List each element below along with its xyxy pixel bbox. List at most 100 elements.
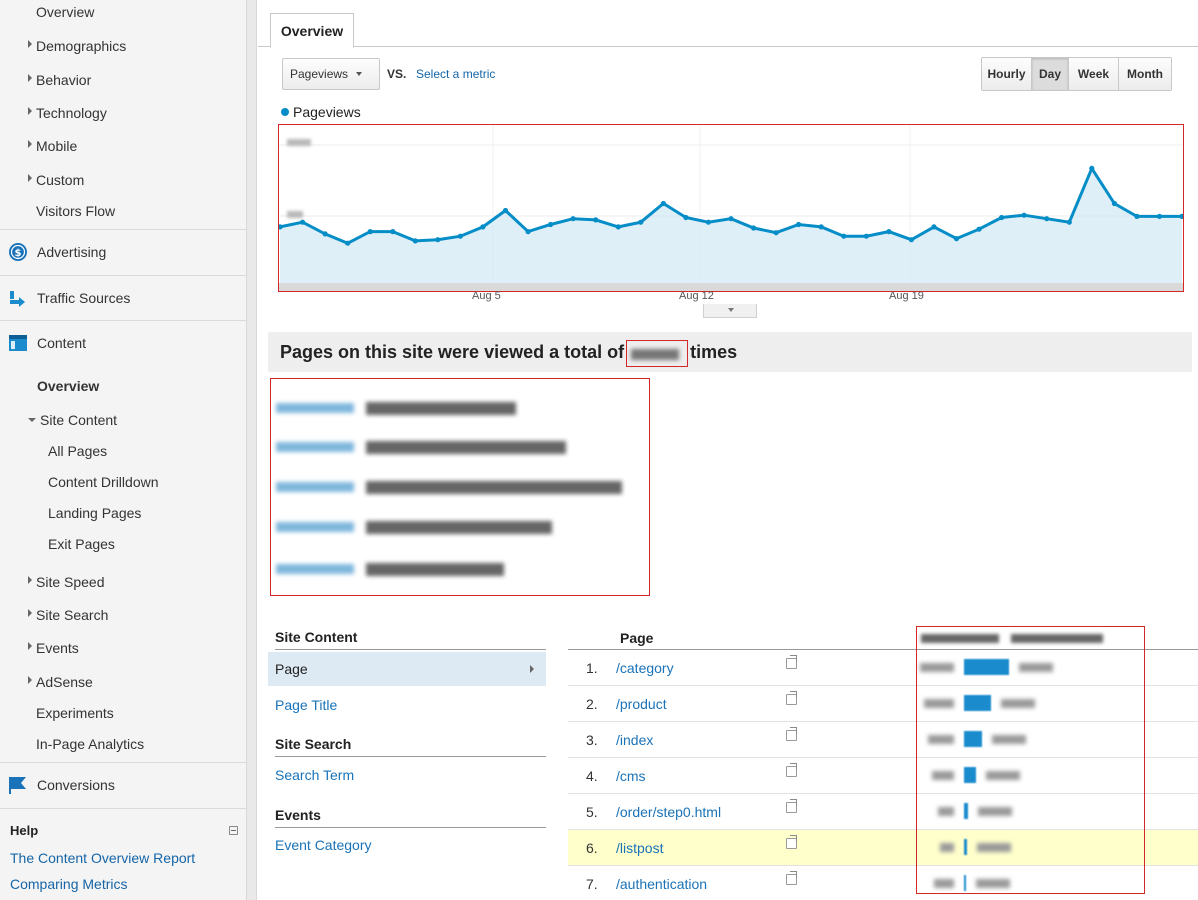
table-row[interactable]: 3. /index	[568, 722, 1198, 758]
sidebar-section-traffic-sources[interactable]: Traffic Sources	[0, 275, 246, 320]
metric-row-avg-time[interactable]	[271, 478, 649, 498]
sidebar-item-technology[interactable]: Technology	[28, 105, 107, 121]
table-row[interactable]: 1. /category	[568, 650, 1198, 686]
data-point[interactable]	[1156, 213, 1163, 219]
sidebar-divider[interactable]	[246, 0, 257, 900]
sidebar-item-landing-pages[interactable]: Landing Pages	[48, 505, 141, 521]
sidebar-item-visitors-flow[interactable]: Visitors Flow	[36, 203, 115, 219]
data-point[interactable]	[841, 233, 847, 239]
data-point[interactable]	[705, 219, 711, 225]
dimension-search-term-link[interactable]: Search Term	[275, 767, 355, 783]
open-external-icon[interactable]	[786, 799, 797, 813]
tab-overview[interactable]: Overview	[270, 13, 354, 48]
data-point[interactable]	[1089, 165, 1095, 171]
data-point[interactable]	[1111, 200, 1117, 207]
week-button[interactable]: Week	[1069, 58, 1119, 90]
data-point[interactable]	[886, 229, 892, 235]
open-external-icon[interactable]	[786, 871, 797, 885]
metric-row-unique-pageviews[interactable]	[271, 438, 649, 458]
sidebar-item-site-speed[interactable]: Site Speed	[28, 574, 105, 590]
help-link-content-overview-report[interactable]: The Content Overview Report	[10, 850, 196, 866]
metric-row-exit-rate[interactable]	[271, 560, 649, 580]
sidebar-item-demographics[interactable]: Demographics	[28, 38, 126, 54]
sidebar-item-in-page-analytics[interactable]: In-Page Analytics	[36, 736, 144, 752]
data-point[interactable]	[1134, 213, 1140, 219]
open-external-icon[interactable]	[786, 835, 797, 849]
sidebar-item-events[interactable]: Events	[28, 640, 79, 656]
data-point[interactable]	[1066, 219, 1072, 225]
page-path-link[interactable]: /cms	[616, 768, 646, 784]
sidebar-item-content-overview[interactable]: Overview	[37, 378, 99, 394]
month-button[interactable]: Month	[1119, 58, 1171, 90]
data-point[interactable]	[976, 226, 982, 232]
sidebar-item-all-pages[interactable]: All Pages	[48, 443, 107, 459]
data-point[interactable]	[638, 219, 644, 225]
dimension-page-selected[interactable]: Page	[268, 652, 546, 686]
dimension-page-title-link[interactable]: Page Title	[275, 697, 338, 713]
open-external-icon[interactable]	[786, 763, 797, 777]
sidebar-item-audience-overview[interactable]: Overview	[36, 4, 94, 20]
metric-row-bounce-rate[interactable]	[271, 518, 649, 538]
data-point[interactable]	[773, 230, 779, 236]
table-row[interactable]: 6. /listpost	[568, 830, 1198, 866]
data-point[interactable]	[728, 216, 734, 222]
data-point[interactable]	[322, 231, 328, 237]
open-external-icon[interactable]	[786, 691, 797, 705]
hourly-button[interactable]: Hourly	[982, 58, 1032, 90]
page-path-link[interactable]: /product	[616, 696, 667, 712]
chart-collapse-handle[interactable]	[703, 304, 757, 318]
metric-select[interactable]: Pageviews	[282, 58, 380, 90]
open-external-icon[interactable]	[786, 727, 797, 741]
data-point[interactable]	[300, 219, 306, 225]
sidebar-item-adsense[interactable]: AdSense	[28, 674, 93, 690]
data-point[interactable]	[502, 207, 509, 214]
table-row[interactable]: 7. /authentication	[568, 866, 1198, 900]
data-point[interactable]	[751, 225, 757, 231]
data-point[interactable]	[1044, 216, 1050, 222]
data-point[interactable]	[367, 229, 373, 235]
sidebar-item-site-content[interactable]: Site Content	[28, 412, 117, 428]
data-point[interactable]	[593, 217, 599, 223]
data-point[interactable]	[908, 237, 915, 243]
data-point[interactable]	[525, 229, 531, 235]
collapse-help-icon[interactable]	[229, 826, 238, 835]
data-point[interactable]	[412, 238, 418, 244]
table-row[interactable]: 5. /order/step0.html	[568, 794, 1198, 830]
data-point[interactable]	[863, 233, 869, 239]
sidebar-item-site-search[interactable]: Site Search	[28, 607, 108, 623]
data-point[interactable]	[480, 224, 486, 230]
metric-row-pageviews[interactable]	[271, 399, 649, 419]
sidebar-section-advertising[interactable]: $ Advertising	[0, 229, 246, 274]
dimension-event-category-link[interactable]: Event Category	[275, 837, 372, 853]
data-point[interactable]	[345, 240, 351, 246]
data-point[interactable]	[953, 236, 960, 242]
help-link-comparing-metrics[interactable]: Comparing Metrics	[10, 876, 128, 892]
sidebar-item-exit-pages[interactable]: Exit Pages	[48, 536, 115, 552]
data-point[interactable]	[1179, 213, 1183, 219]
select-a-metric-link[interactable]: Select a metric	[416, 67, 496, 81]
open-external-icon[interactable]	[786, 655, 797, 669]
data-point[interactable]	[279, 224, 283, 230]
data-point[interactable]	[931, 224, 937, 230]
data-point[interactable]	[435, 237, 441, 243]
day-button[interactable]: Day	[1032, 58, 1069, 90]
data-point[interactable]	[390, 229, 396, 235]
table-row[interactable]: 2. /product	[568, 686, 1198, 722]
table-row[interactable]: 4. /cms	[568, 758, 1198, 794]
sidebar-item-experiments[interactable]: Experiments	[36, 705, 114, 721]
sidebar-item-behavior[interactable]: Behavior	[28, 72, 91, 88]
data-point[interactable]	[999, 214, 1005, 221]
pageviews-chart[interactable]	[279, 125, 1183, 291]
data-point[interactable]	[818, 224, 824, 230]
data-point[interactable]	[683, 214, 689, 221]
data-point[interactable]	[615, 224, 621, 230]
sidebar-section-conversions[interactable]: Conversions	[0, 762, 246, 807]
data-point[interactable]	[570, 216, 576, 222]
page-path-link[interactable]: /listpost	[616, 840, 664, 856]
data-point[interactable]	[548, 221, 554, 228]
page-path-link[interactable]: /index	[616, 732, 654, 748]
page-path-link[interactable]: /authentication	[616, 876, 708, 892]
sidebar-item-mobile[interactable]: Mobile	[28, 138, 77, 154]
sidebar-section-content[interactable]: Content	[0, 320, 246, 365]
sidebar-item-content-drilldown[interactable]: Content Drilldown	[48, 474, 159, 490]
